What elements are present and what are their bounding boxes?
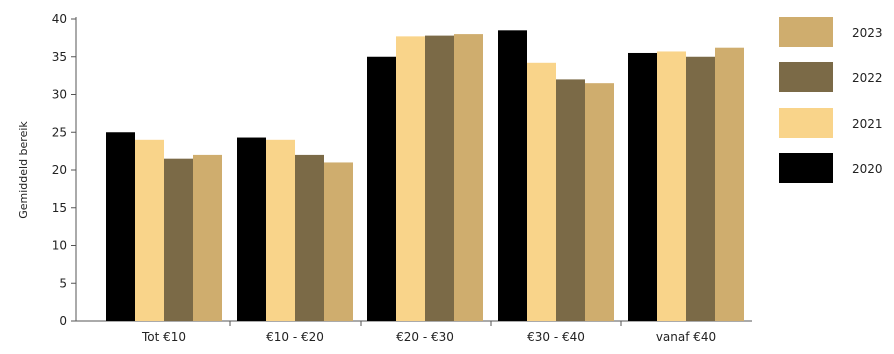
bar-2021-3 — [396, 36, 425, 322]
bar-2020-5 — [628, 52, 657, 321]
bar-2020-1 — [106, 132, 135, 321]
legend-label-2023: 2023 — [852, 26, 883, 40]
bar-2020-3 — [367, 56, 396, 321]
y-tick-label: 15 — [52, 201, 67, 215]
y-tick-label: 0 — [59, 314, 67, 328]
x-tick-label: €10 - €20 — [266, 330, 324, 344]
x-tick-label: €30 - €40 — [527, 330, 585, 344]
bar-2021-4 — [527, 62, 556, 321]
y-tick-label: 30 — [52, 88, 67, 102]
legend-swatch-2023 — [779, 17, 833, 47]
y-tick-label: 10 — [52, 239, 67, 253]
legend-swatch-2022 — [779, 62, 833, 92]
bar-2022-3 — [425, 35, 454, 322]
bars — [106, 30, 744, 322]
legend-swatch-2020 — [779, 153, 833, 183]
legend-swatch-2021 — [779, 108, 833, 138]
bar-2023-3 — [454, 34, 483, 321]
legend-label-2022: 2022 — [852, 71, 883, 85]
x-tick-label: €20 - €30 — [396, 330, 454, 344]
bar-2023-1 — [193, 154, 222, 321]
y-axis-title: Gemiddeld bereik — [17, 121, 30, 219]
y-tick-label: 20 — [52, 163, 67, 177]
y-tick-label: 25 — [52, 125, 67, 139]
legend-label-2020: 2020 — [852, 162, 883, 176]
bar-2023-2 — [324, 162, 353, 321]
bar-2020-2 — [237, 137, 266, 321]
legend-label-2021: 2021 — [852, 117, 883, 131]
y-tick-label: 40 — [52, 12, 67, 26]
y-tick-label: 5 — [59, 276, 67, 290]
axes: 0 5 10 15 20 25 30 35 40 Gemiddeld bereik Tot €10 €… — [17, 12, 752, 344]
bar-2021-2 — [266, 139, 295, 321]
bar-2021-5 — [657, 51, 686, 322]
bar-2022-2 — [295, 154, 324, 321]
y-tick-label: 35 — [52, 50, 67, 64]
legend: 2023 2022 2021 2020 — [779, 17, 883, 183]
bar-2021-1 — [135, 139, 164, 321]
bar-2022-1 — [164, 158, 193, 321]
bar-2023-5 — [715, 47, 744, 321]
x-tick-label: Tot €10 — [141, 330, 186, 344]
bar-2022-4 — [556, 79, 585, 322]
bar-2022-5 — [686, 56, 715, 321]
bar-2023-4 — [585, 83, 614, 321]
bar-2020-4 — [498, 30, 527, 321]
x-tick-label: vanaf €40 — [656, 330, 716, 344]
